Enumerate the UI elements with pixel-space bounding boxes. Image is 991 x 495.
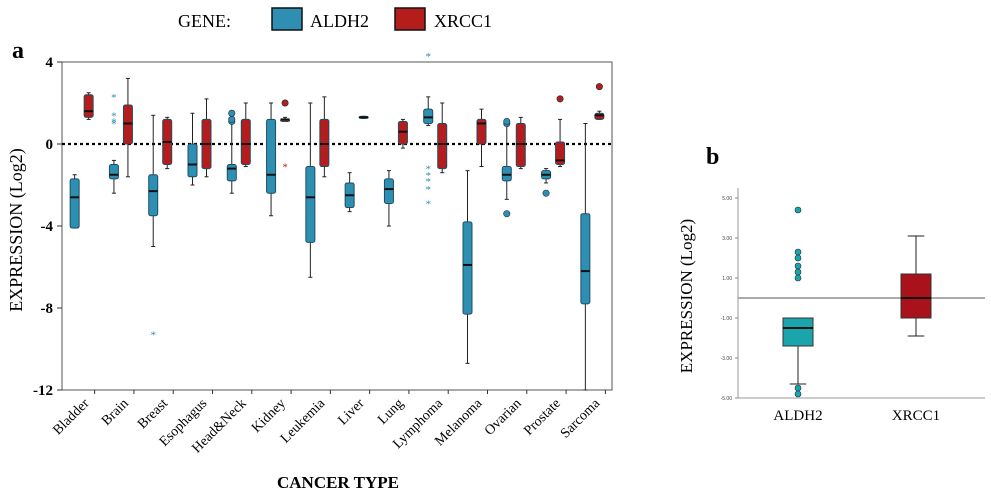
- panel-a-y-tick-label: -8: [41, 301, 54, 317]
- aldh2-box-head-neck-outlier-2: [228, 109, 236, 117]
- aldh2-box-lymphoma-outlier-star-1: *: [425, 164, 431, 176]
- aldh2-box-sarcoma-box: [580, 213, 591, 305]
- aldh2-box-esophagus-box: [187, 143, 198, 178]
- legend: GENE: ALDH2 XRCC1: [178, 7, 492, 31]
- x-tick-label-leukemia: Leukemia: [278, 396, 329, 447]
- xrcc1-box-bladder-box: [83, 94, 94, 118]
- aldh2-box-breast-outlier-star-0: *: [150, 330, 156, 342]
- panel-b-plot: 5.00 3.00 1.00 -1.00 -3.00 -5.00 ALDH2 XRCC1: [721, 188, 985, 424]
- aldh2-box-melanoma-box: [462, 221, 473, 315]
- legend-swatch-xrcc1: [394, 7, 426, 31]
- aldh2-box-ovarian-box: [501, 166, 512, 182]
- panel-b-y-tick-label: -3.00: [721, 356, 733, 362]
- x-tick-label-sarcoma: Sarcoma: [558, 396, 604, 442]
- aldh2-box-breast-box: [148, 174, 159, 217]
- xrcc1-box-kidney-outlier-star-1: *: [282, 162, 288, 174]
- x-tick-label-brain: Brain: [99, 396, 132, 429]
- x-tick-label-bladder: Bladder: [51, 396, 93, 438]
- panel-b-x-tick-label-aldh2: ALDH2: [773, 408, 822, 424]
- panel-b-aldh2-box-outlier-6: [794, 390, 802, 398]
- aldh2-box-brain-outlier-star-0: *: [111, 119, 117, 131]
- panel-b-y-tick-label: 5.00: [722, 196, 732, 202]
- legend-label-aldh2: ALDH2: [310, 11, 369, 31]
- aldh2-box-brain-outlier-star-2: *: [111, 110, 117, 122]
- aldh2-box-lymphoma-outlier-star-0: *: [425, 51, 431, 63]
- panel-b-aldh2-box-outlier-4: [794, 248, 802, 256]
- panel-b-y-tick-label: 3.00: [722, 236, 732, 242]
- xrcc1-box-brain-box: [122, 104, 133, 145]
- panel-b-y-tick-label: -1.00: [721, 316, 733, 322]
- panel-a-y-tick-label: -4: [41, 219, 54, 235]
- aldh2-box-lymphoma-box: [423, 108, 434, 125]
- x-tick-label-ovarian: Ovarian: [482, 396, 524, 438]
- panel-letter-b: b: [706, 144, 719, 170]
- panel-b-aldh2-box-outlier-7: [794, 206, 802, 214]
- xrcc1-box-lung-box: [397, 120, 408, 145]
- aldh2-box-head-neck-box: [226, 164, 237, 182]
- x-tick-label-liver: Liver: [335, 396, 367, 428]
- panel-letter-a: a: [12, 38, 24, 64]
- aldh2-box-ovarian-outlier-2: [503, 117, 511, 125]
- aldh2-box-bladder-box: [69, 178, 80, 229]
- aldh2-box-brain-outlier-star-3: *: [111, 92, 117, 104]
- panel-b-y-axis-label: EXPRESSION (Log2): [677, 219, 696, 373]
- panel-b-x-tick-label-xrcc1: XRCC1: [892, 408, 940, 424]
- panel-b-aldh2-box-outlier-3: [794, 254, 802, 262]
- aldh2-box-brain-box: [108, 164, 119, 180]
- panel-b-xrcc1-box-box: [900, 273, 932, 319]
- xrcc1-box-lymphoma-box: [437, 123, 448, 170]
- aldh2-box-leukemia-box: [305, 166, 316, 243]
- panel-b-y-tick-label: -5.00: [721, 396, 733, 402]
- panel-a-y-tick-label: -12: [33, 383, 53, 399]
- xrcc1-box-sarcoma-box: [594, 112, 605, 120]
- xrcc1-box-prostate-outlier-0: [556, 95, 564, 103]
- panel-a-y-tick-label: 4: [46, 55, 54, 71]
- xrcc1-box-sarcoma-outlier-0: [595, 83, 603, 91]
- xrcc1-box-leukemia-box: [319, 118, 330, 168]
- panel-b-aldh2-box-outlier-1: [794, 268, 802, 276]
- xrcc1-box-melanoma-box: [476, 118, 487, 145]
- legend-label-xrcc1: XRCC1: [434, 11, 492, 31]
- aldh2-box-lymphoma-outlier-star-5: *: [425, 198, 431, 210]
- legend-swatch-aldh2: [271, 7, 303, 31]
- panel-a-x-axis-label: CANCER TYPE: [277, 473, 399, 492]
- xrcc1-box-kidney-outlier-0: [281, 99, 289, 107]
- aldh2-box-lung-box: [383, 178, 394, 204]
- aldh2-box-kidney-box: [266, 118, 277, 194]
- xrcc1-box-prostate-box: [555, 141, 566, 165]
- panel-b-aldh2-box-outlier-5: [794, 384, 802, 392]
- x-tick-label-lung: Lung: [375, 396, 407, 428]
- panel-a-frame: [61, 61, 613, 391]
- aldh2-box-lymphoma-outlier-star-4: *: [425, 184, 431, 196]
- xrcc1-box-head-neck-box: [240, 118, 251, 165]
- aldh2-box-lymphoma-outlier-star-3: *: [425, 176, 431, 188]
- aldh2-box-ovarian-outlier-0: [503, 210, 511, 218]
- panel-a-y-axis-label: EXPRESSION (Log2): [6, 148, 27, 312]
- panel-b-aldh2-box-outlier-0: [794, 274, 802, 282]
- aldh2-box-head-neck-outlier-1: [228, 115, 236, 123]
- panel-a-y-tick-label: 0: [46, 137, 54, 153]
- panel-b-aldh2-box-outlier-2: [794, 262, 802, 270]
- x-tick-label-prostate: Prostate: [521, 396, 564, 439]
- panel-b-aldh2-box-box: [782, 317, 814, 347]
- aldh2-box-brain-outlier-star-1: *: [111, 116, 117, 128]
- panel-b-y-tick-label: 1.00: [722, 276, 732, 282]
- legend-title: GENE:: [178, 11, 231, 31]
- aldh2-box-lymphoma-outlier-star-2: *: [425, 170, 431, 182]
- xrcc1-box-ovarian-box: [515, 123, 526, 168]
- aldh2-box-prostate-outlier-0: [542, 189, 550, 197]
- x-tick-label-breast: Breast: [135, 396, 171, 432]
